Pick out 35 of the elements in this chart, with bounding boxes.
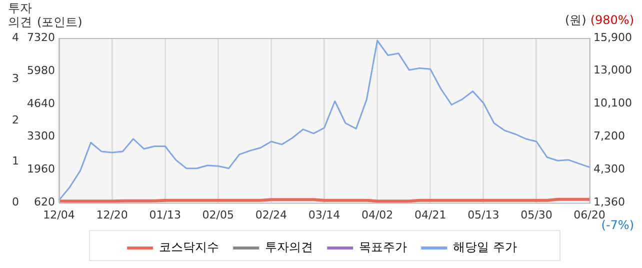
y-tick-label: 1960 [26, 162, 55, 176]
y2-axis-title: (원) [564, 13, 586, 27]
legend-label: 해당일 주가 [453, 240, 517, 254]
y3-tick-label: 0 [12, 196, 19, 209]
y-tick-label: 4640 [26, 96, 55, 110]
y2-tick-label: 10,100 [594, 96, 632, 110]
x-tick-label: 01/13 [149, 208, 181, 222]
y3-tick-label: 3 [12, 72, 19, 86]
y-axis-title: (포인트) [37, 15, 82, 29]
y2-tick-label: 4,300 [594, 162, 626, 176]
y3-axis-title: 투자의견 [8, 1, 32, 29]
x-tick-label: 02/05 [202, 208, 234, 222]
y3-tick-label: 2 [12, 113, 19, 126]
legend-label: 투자의견 [265, 240, 314, 254]
y-tick-label: 620 [34, 196, 55, 209]
x-tick-label: 12/04 [43, 208, 75, 222]
x-tick-label: 03/14 [308, 208, 340, 222]
y3-tick-label: 1 [12, 154, 19, 168]
x-tick-label: 05/13 [468, 208, 500, 222]
y-tick-label: 3300 [26, 130, 55, 143]
legend-label: 목표주가 [359, 240, 408, 254]
x-tick-label: 02/24 [255, 208, 288, 222]
y2-tick-label: 15,900 [594, 30, 632, 44]
y-tick-label: 7320 [26, 30, 55, 44]
legend-label: 코스닥지수 [159, 240, 220, 254]
text: (980%) [590, 13, 634, 27]
y2-tick-label: 13,000 [594, 64, 632, 77]
x-tick-label: 12/20 [96, 208, 128, 222]
y3-tick-label: 4 [12, 30, 19, 44]
y2-tick-label: 7,200 [594, 129, 626, 142]
x-tick-label: 04/21 [414, 208, 446, 222]
y2-tick-label: 1,360 [594, 196, 626, 209]
x-tick-label: 05/30 [520, 208, 552, 222]
x-tick-label: 04/02 [361, 208, 394, 222]
y-tick-label: 5980 [26, 64, 55, 77]
